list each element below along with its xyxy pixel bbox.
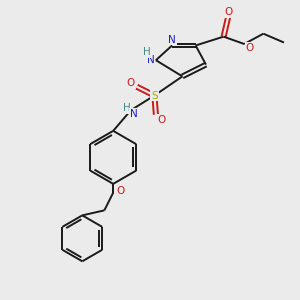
Text: O: O <box>116 186 125 196</box>
Text: O: O <box>127 78 135 88</box>
Text: H: H <box>124 103 131 113</box>
Text: N: N <box>147 55 154 65</box>
Text: N: N <box>130 109 138 119</box>
Text: N: N <box>168 34 176 45</box>
Text: H: H <box>142 47 150 57</box>
Text: S: S <box>151 91 158 100</box>
Text: O: O <box>224 8 233 17</box>
Text: O: O <box>157 115 165 125</box>
Text: O: O <box>245 43 253 53</box>
